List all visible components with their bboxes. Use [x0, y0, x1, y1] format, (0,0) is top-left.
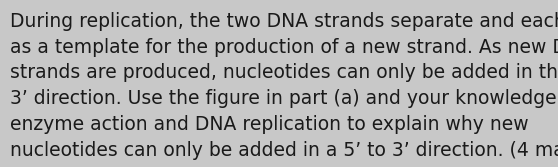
Text: enzyme action and DNA replication to explain why new: enzyme action and DNA replication to exp… [10, 115, 528, 134]
Text: 3’ direction. Use the figure in part (a) and your knowledge of: 3’ direction. Use the figure in part (a)… [10, 89, 558, 108]
Text: During replication, the two DNA strands separate and each acts: During replication, the two DNA strands … [10, 12, 558, 31]
Text: as a template for the production of a new strand. As new DNA: as a template for the production of a ne… [10, 38, 558, 57]
Text: strands are produced, nucleotides can only be added in the 5’ to: strands are produced, nucleotides can on… [10, 63, 558, 82]
Text: nucleotides can only be added in a 5’ to 3’ direction. (4 marks): nucleotides can only be added in a 5’ to… [10, 141, 558, 160]
